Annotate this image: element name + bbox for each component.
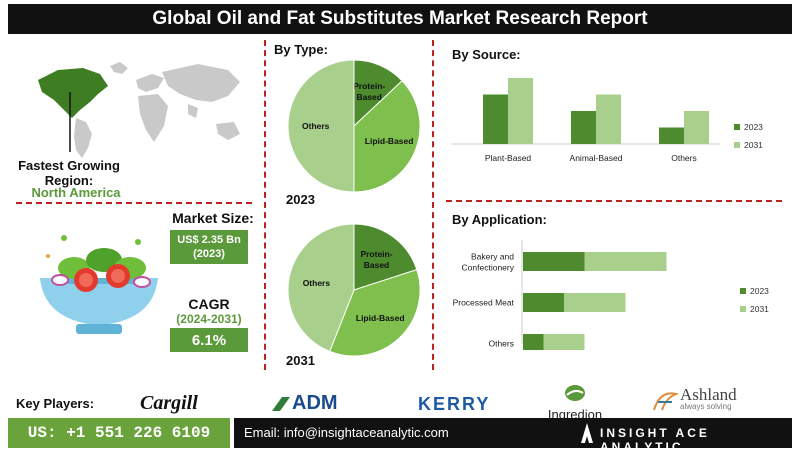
report-title: Global Oil and Fat Substitutes Market Re… [8, 4, 792, 34]
adm-logo: ADM [270, 392, 338, 415]
by-source-tick-others: Others [671, 153, 697, 163]
key-players-label: Key Players: [16, 396, 95, 411]
by-application-bar-processed-meat-2023 [523, 293, 564, 312]
ingredion-logo: Ingredion [540, 384, 610, 422]
pie-2031-label-protein-based: Protein-Based [360, 249, 392, 270]
region-value: North America [31, 185, 121, 200]
world-map-icon [38, 62, 240, 158]
by-application-legend-2023: 2023 [750, 286, 769, 296]
by-source-legend-swatch-2023 [734, 124, 740, 130]
divider-right-horizontal [446, 200, 782, 202]
region-label-line2: Region: [44, 173, 94, 188]
footer-bar: Email: info@insightaceanalytic.com INSIG… [234, 418, 792, 454]
insight-ace-logo-icon [581, 423, 593, 443]
ashland-logo-text: Ashland [680, 385, 737, 404]
pie-2023-slice-lipid-based [353, 80, 421, 193]
by-application-tick-others: Others [488, 339, 514, 349]
pie-chart-2023: Protein-Based Lipid-Based Others [287, 59, 421, 193]
ashland-flourish-icon [653, 392, 680, 411]
pie-2031-label-lipid-based: Lipid-Based [356, 313, 405, 323]
footer-phone[interactable]: US: +1 551 226 6109 [8, 418, 230, 448]
pie-2031-label-others: Others [303, 278, 331, 288]
adm-logo-text: ADM [292, 392, 338, 414]
by-application-legend-2031: 2031 [750, 304, 769, 314]
by-source-legend-swatch-2031 [734, 142, 740, 148]
cagr-label: CAGR [188, 296, 230, 312]
market-size-badge: US$ 2.35 Bn (2023) [170, 230, 248, 264]
divider-left-horizontal [16, 202, 252, 204]
by-application-tick-bakery-and-confectionery: Bakery and Confectionery [462, 252, 515, 273]
pie-2031-slice-protein-based [353, 223, 418, 291]
cagr-value: 6.1% [170, 328, 248, 352]
pie-2023-label-protein-based: Protein-Based [353, 81, 385, 102]
adm-leaf-icon [272, 396, 290, 411]
region-label: Fastest Growing Region: [14, 158, 124, 188]
pie-2031-slice-others [287, 223, 355, 353]
ingredion-leaf-icon [565, 385, 585, 401]
market-size-value: US$ 2.35 Bn [177, 234, 241, 246]
by-application-bar-processed-meat-2031 [564, 293, 626, 312]
divider-left [264, 40, 266, 370]
market-size-year: (2023) [193, 248, 225, 260]
by-application-legend-swatch-2023 [740, 288, 746, 294]
pie-2023-year: 2023 [286, 192, 315, 207]
cagr-period: (2024-2031) [176, 312, 242, 326]
by-source-bar-animal-based-2031 [596, 94, 621, 144]
by-source-bar-others-2031 [684, 111, 709, 144]
ashland-tagline: always solving [680, 402, 732, 411]
by-source-bar-plant-based-2023 [483, 94, 508, 144]
salad-bowl-icon [40, 235, 158, 334]
by-source-bar-animal-based-2023 [571, 111, 596, 144]
divider-right [432, 40, 434, 370]
by-source-tick-plant-based: Plant-Based [485, 153, 532, 163]
by-source-title: By Source: [452, 47, 521, 62]
pie-2023-slice-others [287, 59, 355, 193]
pie-2031-year: 2031 [286, 353, 315, 368]
pie-2023-label-lipid-based: Lipid-Based [365, 136, 414, 146]
by-application-legend-swatch-2031 [740, 306, 746, 312]
by-source-legend-2031: 2031 [744, 140, 763, 150]
by-application-tick-processed-meat: Processed Meat [453, 298, 515, 308]
by-source-bar-plant-based-2031 [508, 78, 533, 144]
by-application-bar-others-2023 [523, 334, 544, 350]
cargill-logo: Cargill [140, 392, 198, 414]
market-size-label: Market Size: [172, 210, 254, 226]
by-application-bar-chart: Bakery and Confectionery Processed Meat Oth… [453, 240, 769, 350]
pie-2023-label-others: Others [302, 121, 330, 131]
pie-chart-2031: Protein-Based Lipid-Based Others [287, 223, 421, 357]
ashland-logo: Ashland always solving [650, 385, 737, 414]
by-source-tick-animal-based: Animal-Based [570, 153, 623, 163]
by-source-bar-others-2023 [659, 127, 684, 144]
by-type-title: By Type: [274, 42, 328, 57]
by-application-bar-others-2031 [543, 334, 585, 350]
by-application-bar-bakery-and-confectionery-2023 [523, 252, 585, 271]
region-label-line1: Fastest Growing [18, 158, 120, 173]
by-application-bar-bakery-and-confectionery-2031 [584, 252, 667, 271]
pie-2031-slice-lipid-based [329, 268, 421, 357]
by-application-title: By Application: [452, 212, 547, 227]
by-source-legend-2023: 2023 [744, 122, 763, 132]
kerry-logo: KERRY [418, 394, 491, 414]
footer-email[interactable]: Email: info@insightaceanalytic.com [244, 425, 449, 440]
by-source-bar-chart: Plant-Based Animal-Based Others 2023 2031 [452, 78, 763, 163]
